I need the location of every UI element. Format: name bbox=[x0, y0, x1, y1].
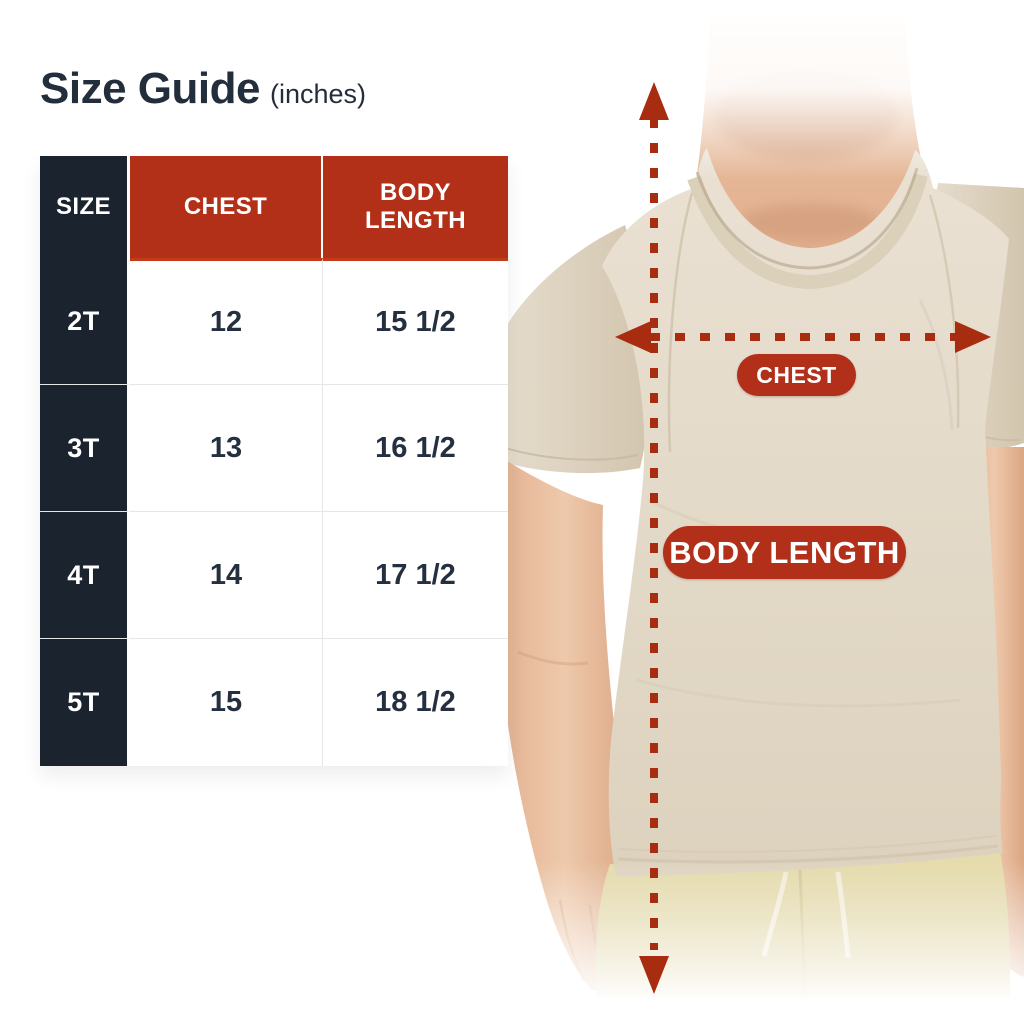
arrow-up-icon bbox=[639, 82, 669, 120]
collar bbox=[687, 167, 928, 290]
photo-bottom-fade bbox=[460, 860, 1024, 1024]
right-arm bbox=[963, 447, 1024, 977]
chest-cell: 15 bbox=[130, 639, 323, 766]
header-cell-body-length: BODY LENGTH bbox=[323, 156, 508, 258]
body-length-cell: 15 1/2 bbox=[323, 258, 508, 385]
size-cell: 5T bbox=[40, 639, 130, 766]
size-cell: 4T bbox=[40, 512, 130, 639]
neck bbox=[692, 15, 932, 261]
drawstring bbox=[835, 871, 851, 959]
page-title-main: Size Guide bbox=[40, 64, 260, 113]
chest-cell: 13 bbox=[130, 385, 323, 512]
right-sleeve bbox=[923, 183, 1024, 450]
chest-badge: CHEST bbox=[737, 354, 856, 396]
body-length-badge: BODY LENGTH bbox=[663, 526, 906, 579]
body-length-cell: 18 1/2 bbox=[323, 639, 508, 766]
size-cell: 3T bbox=[40, 385, 130, 512]
arrow-left-icon bbox=[615, 321, 651, 353]
page-title: Size Guide (inches) bbox=[40, 64, 366, 114]
arrow-right-icon bbox=[955, 321, 991, 353]
size-cell: 2T bbox=[40, 258, 130, 385]
body-length-cell: 16 1/2 bbox=[323, 385, 508, 512]
page-title-unit: (inches) bbox=[269, 79, 366, 109]
tshirt-body bbox=[602, 148, 1009, 877]
left-arm bbox=[495, 458, 633, 990]
header-cell-size: SIZE bbox=[40, 156, 130, 258]
chest-cell: 14 bbox=[130, 512, 323, 639]
arrow-down-icon bbox=[639, 956, 669, 994]
size-table: SIZE CHEST BODY LENGTH 2T 12 15 1/2 3T 1… bbox=[40, 156, 508, 766]
chest-cell: 12 bbox=[130, 258, 323, 385]
drawstring bbox=[761, 871, 789, 957]
header-cell-chest: CHEST bbox=[130, 156, 323, 258]
photo-top-fade bbox=[600, 0, 1024, 178]
shorts bbox=[595, 850, 1011, 999]
body-length-cell: 17 1/2 bbox=[323, 512, 508, 639]
left-sleeve bbox=[485, 225, 652, 474]
